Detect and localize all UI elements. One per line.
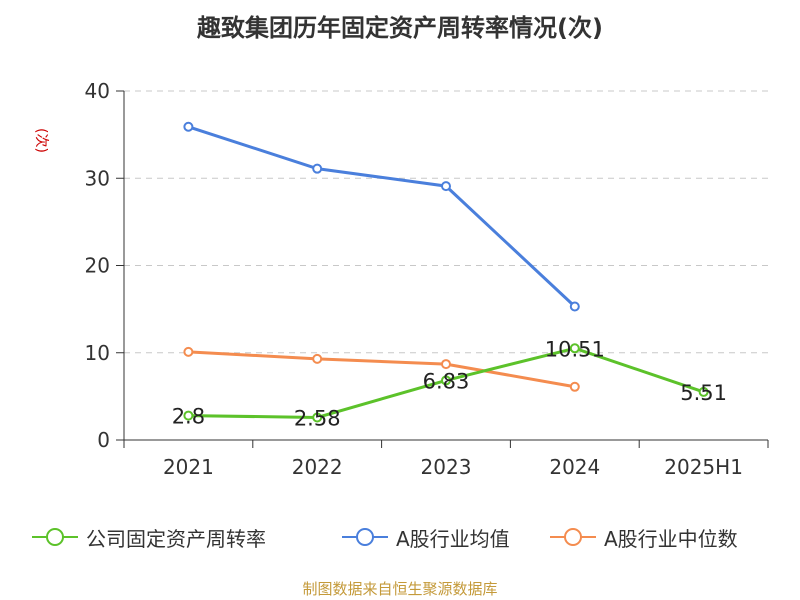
x-tick-label: 2024 xyxy=(549,455,600,479)
data-point xyxy=(698,386,709,397)
data-point xyxy=(569,343,580,354)
data-point xyxy=(183,410,194,421)
x-tick-label: 2021 xyxy=(163,455,214,479)
legend-label: A股行业中位数 xyxy=(604,526,738,551)
data-point xyxy=(312,353,323,364)
x-tick-label: 2022 xyxy=(292,455,343,479)
y-tick-label: 40 xyxy=(85,79,110,103)
chart-title: 趣致集团历年固定资产周转率情况(次) xyxy=(197,14,603,42)
data-point xyxy=(441,181,451,192)
y-tick-label: 0 xyxy=(97,428,110,452)
data-label: 10.51 xyxy=(545,337,605,361)
x-tick-label: 2023 xyxy=(421,455,472,479)
data-point xyxy=(569,381,580,392)
data-point xyxy=(312,412,323,423)
y-tick-label: 30 xyxy=(85,166,110,190)
data-label: 6.83 xyxy=(423,369,470,393)
data-point xyxy=(441,359,451,370)
data-source-note: 制图数据来自恒生聚源数据库 xyxy=(302,580,498,598)
y-tick-label: 20 xyxy=(85,254,110,278)
data-point xyxy=(441,375,451,386)
legend-label: 公司固定资产周转率 xyxy=(86,526,266,551)
legend-marker-blue-icon xyxy=(342,528,388,546)
data-labels: 2.8 2.58 6.83 10.51 5.51 xyxy=(172,337,727,430)
data-label: 5.51 xyxy=(680,381,727,405)
legend-marker-orange-icon xyxy=(550,528,596,546)
legend: 公司固定资产周转率 A股行业均值 A股行业中位数 xyxy=(0,520,800,554)
data-point xyxy=(312,163,323,174)
data-label: 2.8 xyxy=(172,405,205,429)
x-tick-label: 2025H1 xyxy=(664,455,743,479)
legend-marker-green-icon xyxy=(32,528,78,546)
legend-item-industry-mean[interactable]: A股行业均值 xyxy=(340,520,510,554)
data-point xyxy=(569,301,580,312)
y-tick-label: 10 xyxy=(85,341,110,365)
axes: 0 10 20 30 40 2021 2022 2023 2024 2025H1 xyxy=(85,79,769,479)
data-label: 2.58 xyxy=(294,406,341,430)
legend-item-industry-median[interactable]: A股行业中位数 xyxy=(548,520,738,554)
grid-lines xyxy=(124,90,768,354)
data-point xyxy=(183,346,194,357)
data-point xyxy=(183,121,194,132)
legend-item-company[interactable]: 公司固定资产周转率 xyxy=(30,520,266,554)
legend-label: A股行业均值 xyxy=(396,526,510,551)
series-line xyxy=(187,125,576,308)
series-line xyxy=(188,350,576,389)
series-lines xyxy=(183,121,709,423)
